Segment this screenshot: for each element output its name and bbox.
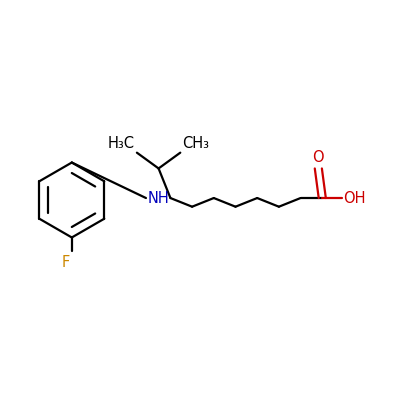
Text: CH₃: CH₃ [182,136,209,152]
Text: NH: NH [148,190,170,206]
Text: O: O [312,150,324,164]
Text: H₃C: H₃C [108,136,135,152]
Text: OH: OH [343,190,366,206]
Text: F: F [62,255,70,270]
